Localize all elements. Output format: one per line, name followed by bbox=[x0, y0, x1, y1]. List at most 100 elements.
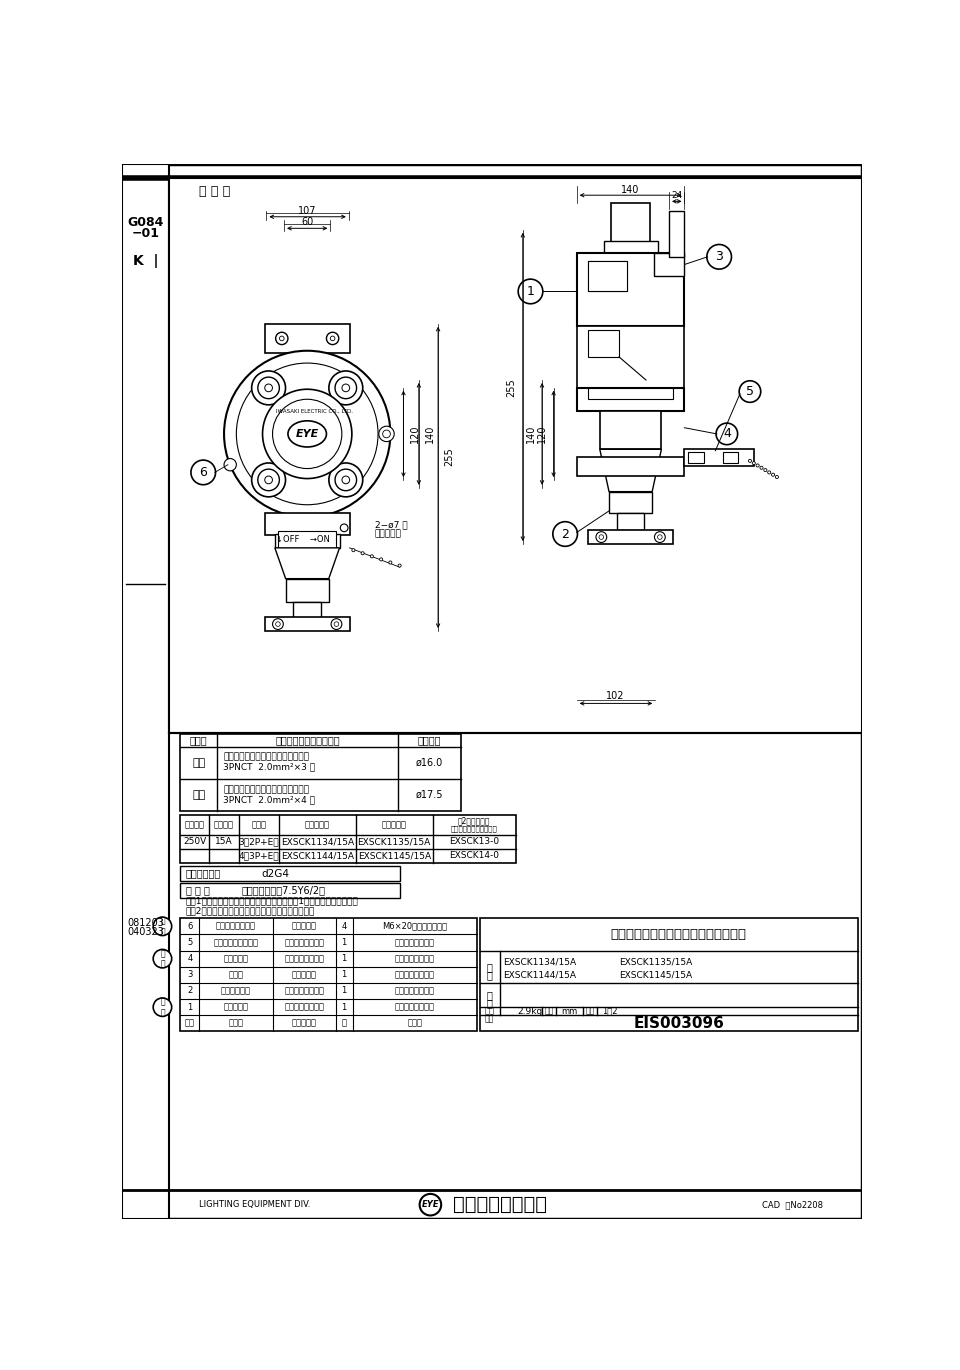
Circle shape bbox=[772, 473, 775, 477]
Circle shape bbox=[749, 459, 752, 463]
Bar bbox=[588, 388, 673, 399]
Text: EXSCK1134/15A: EXSCK1134/15A bbox=[280, 837, 354, 847]
Text: 仕上外径: 仕上外径 bbox=[418, 736, 442, 745]
Bar bbox=[600, 411, 661, 449]
Text: ３Ｐ: ３Ｐ bbox=[192, 758, 205, 767]
Text: メラミン焼付塗装: メラミン焼付塗装 bbox=[395, 938, 435, 947]
Bar bbox=[612, 203, 650, 245]
Circle shape bbox=[379, 558, 383, 560]
Text: 2．製品は本体形式のみの表示になっています。: 2．製品は本体形式のみの表示になっています。 bbox=[185, 907, 315, 915]
Circle shape bbox=[252, 463, 285, 497]
Bar bbox=[588, 530, 673, 544]
Circle shape bbox=[329, 371, 363, 404]
Text: 107: 107 bbox=[298, 206, 317, 215]
Bar bbox=[275, 534, 340, 548]
Circle shape bbox=[655, 532, 665, 543]
Circle shape bbox=[154, 997, 172, 1017]
Circle shape bbox=[420, 1193, 442, 1215]
Circle shape bbox=[265, 475, 273, 484]
Text: 1: 1 bbox=[527, 285, 535, 297]
Text: 品: 品 bbox=[487, 962, 492, 971]
Circle shape bbox=[776, 475, 779, 478]
Text: 名: 名 bbox=[487, 991, 492, 1000]
Text: ø17.5: ø17.5 bbox=[416, 790, 444, 800]
Bar bbox=[688, 452, 704, 463]
Circle shape bbox=[518, 279, 542, 304]
Circle shape bbox=[276, 622, 280, 626]
Text: 図番: 図番 bbox=[485, 1015, 494, 1023]
Circle shape bbox=[599, 534, 604, 540]
Polygon shape bbox=[600, 449, 661, 492]
Bar bbox=[180, 918, 477, 1032]
Circle shape bbox=[335, 469, 356, 490]
Text: 3: 3 bbox=[715, 251, 723, 263]
Circle shape bbox=[224, 459, 236, 471]
Text: ねずみ鋳物: ねずみ鋳物 bbox=[292, 970, 317, 980]
Text: 注）1．一方出としても使えるようにプラグを1個付置させています。: 注）1．一方出としても使えるようにプラグを1個付置させています。 bbox=[185, 897, 358, 906]
Circle shape bbox=[258, 377, 279, 399]
Text: 2.9kg: 2.9kg bbox=[517, 1007, 542, 1015]
Bar bbox=[265, 323, 349, 353]
Circle shape bbox=[739, 381, 760, 403]
Bar bbox=[480, 918, 857, 1032]
Text: クロロプレンキャブタイヤケーブル: クロロプレンキャブタイヤケーブル bbox=[224, 785, 309, 795]
Text: ↓OFF    →ON: ↓OFF →ON bbox=[276, 534, 330, 544]
Text: 6: 6 bbox=[200, 466, 207, 479]
Text: ø16.0: ø16.0 bbox=[416, 758, 444, 767]
Text: 新
旧: 新 旧 bbox=[160, 949, 165, 969]
Circle shape bbox=[342, 384, 349, 392]
Text: 1: 1 bbox=[342, 970, 347, 980]
Circle shape bbox=[716, 423, 737, 445]
Bar bbox=[616, 514, 644, 530]
Text: 尺度: 尺度 bbox=[586, 1007, 594, 1015]
Text: プラグホルダ: プラグホルダ bbox=[221, 986, 251, 996]
Circle shape bbox=[252, 371, 285, 404]
Text: 極　数: 極 数 bbox=[252, 821, 266, 830]
Text: 値　考: 値 考 bbox=[407, 1019, 422, 1028]
Text: アルミダイカスト: アルミダイカスト bbox=[284, 1003, 324, 1011]
Text: LIGHTING EQUIPMENT DIV.: LIGHTING EQUIPMENT DIV. bbox=[200, 1200, 311, 1210]
Bar bbox=[588, 330, 619, 358]
Bar bbox=[588, 260, 627, 292]
Text: 1: 1 bbox=[342, 954, 347, 963]
Circle shape bbox=[154, 917, 172, 936]
Text: 仮
本: 仮 本 bbox=[160, 917, 165, 936]
Text: 反
内: 反 内 bbox=[160, 997, 165, 1017]
Text: EIS003096: EIS003096 bbox=[634, 1015, 724, 1030]
Text: 2−ø7 穴: 2−ø7 穴 bbox=[375, 521, 408, 529]
Text: 140: 140 bbox=[525, 425, 536, 443]
Circle shape bbox=[379, 426, 395, 441]
Bar bbox=[684, 449, 754, 466]
Text: 4（3P+E）: 4（3P+E） bbox=[238, 851, 279, 860]
Text: d2G4: d2G4 bbox=[261, 869, 289, 878]
Text: EXSCK13-0: EXSCK13-0 bbox=[449, 837, 499, 847]
Bar bbox=[577, 326, 684, 388]
Text: 102: 102 bbox=[606, 692, 624, 701]
Bar bbox=[180, 815, 516, 863]
Ellipse shape bbox=[288, 421, 326, 447]
Text: 単位: 単位 bbox=[544, 1007, 554, 1015]
Text: 1: 1 bbox=[342, 938, 347, 947]
Bar bbox=[577, 253, 684, 326]
Circle shape bbox=[596, 532, 607, 543]
Text: 名: 名 bbox=[487, 970, 492, 980]
Circle shape bbox=[236, 363, 378, 504]
Text: 耐圧防爆形インターロックコンセント: 耐圧防爆形インターロックコンセント bbox=[611, 927, 747, 941]
Text: 部番: 部番 bbox=[184, 1019, 195, 1028]
Circle shape bbox=[331, 619, 342, 629]
Bar bbox=[180, 734, 461, 811]
Text: プラグ挿入口カバー: プラグ挿入口カバー bbox=[213, 938, 258, 947]
Text: （型式検定合格証形式）: （型式検定合格証形式） bbox=[451, 826, 497, 832]
Bar bbox=[180, 866, 399, 881]
Circle shape bbox=[553, 522, 578, 547]
Text: 1：2: 1：2 bbox=[603, 1007, 618, 1015]
Text: 15A: 15A bbox=[215, 837, 233, 847]
Text: １６ニ方出: １６ニ方出 bbox=[304, 821, 329, 830]
Text: 定格電圧: 定格電圧 bbox=[184, 821, 204, 830]
Text: 2: 2 bbox=[187, 986, 192, 996]
Text: 6: 6 bbox=[187, 922, 192, 930]
Circle shape bbox=[224, 351, 391, 516]
Circle shape bbox=[361, 552, 364, 555]
Text: 屋 内 用: 屋 内 用 bbox=[199, 185, 230, 197]
Text: 岩崎電気株式会社: 岩崎電気株式会社 bbox=[453, 1195, 546, 1214]
